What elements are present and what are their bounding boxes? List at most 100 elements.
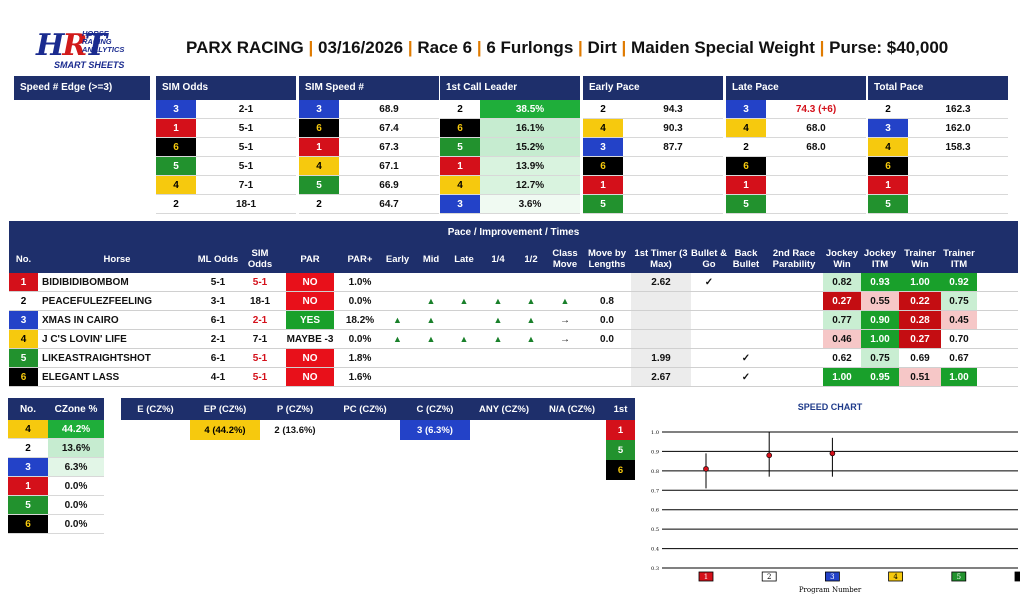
c-cell: 3 (6.3%): [400, 420, 470, 440]
cell-jw: 0.46: [823, 330, 861, 348]
column-header: Late: [454, 253, 474, 265]
list-item: 1: [868, 176, 1008, 195]
cell-tw: 0.27: [899, 330, 941, 348]
cell-tw: 0.69: [910, 352, 930, 364]
list-item: 6: [868, 157, 1008, 176]
cell-ml: 3-1: [210, 295, 226, 307]
list-item: 6 16.1%: [440, 119, 580, 138]
value: 162.3: [945, 103, 971, 115]
cell-timer: 2.62: [631, 273, 691, 291]
list-item: 5: [726, 195, 866, 214]
cell-par: YES: [286, 311, 334, 329]
cell-bg: [691, 330, 727, 348]
value: [623, 176, 723, 194]
tick-label: 0.5: [651, 527, 659, 533]
list-item: 5 0.0%: [8, 496, 104, 515]
cell-late: [447, 273, 481, 291]
cell-par: NO: [286, 273, 334, 291]
post-number: 2: [8, 439, 48, 457]
list-item: 4 7-1: [156, 176, 296, 195]
column-header: Bullet & Go: [691, 248, 727, 270]
first-cell-1: 1: [606, 420, 635, 440]
value: 15.2%: [480, 138, 580, 156]
cell-bb: [727, 273, 765, 291]
cell-sim: 7-1: [252, 333, 268, 345]
x-tick-label: 5: [957, 573, 961, 581]
cell-mbl: 0.0: [600, 333, 614, 345]
sim-odds-header: SIM Odds: [156, 76, 296, 100]
list-item: 3 2-1: [156, 100, 296, 119]
czone-value: 0.0%: [48, 515, 104, 533]
cell-parplus: 0.0%: [348, 295, 372, 307]
logo-mark: HRT: [36, 28, 107, 63]
column-header: Early: [385, 253, 410, 265]
tick-label: 0.6: [651, 508, 659, 514]
cell-par: NO: [286, 292, 334, 310]
cell-cls: [547, 368, 583, 386]
cell-no: 4: [9, 330, 38, 348]
post-number: 4: [583, 119, 623, 137]
table-row: 4 J C'S LOVIN' LIFE 2-1 7-1 MAYBE -3 0.0% ▲ ▲ ▲ ▲…: [9, 330, 1018, 349]
post-number: 4: [726, 119, 766, 137]
cell-q: [481, 273, 515, 291]
running-style-row: 6: [121, 460, 635, 480]
cell-bb: [727, 330, 765, 348]
value: 18-1: [235, 198, 256, 210]
cell-early: [380, 273, 415, 291]
list-item: 2 68.0: [726, 138, 866, 157]
post-number: 6: [440, 119, 480, 137]
post-number: 4: [156, 176, 196, 194]
table-row: 1 BIDIBIDIBOMBOM 5-1 5-1 NO 1.0% 2.62 ✓ 0.82 0.93…: [9, 273, 1018, 292]
post-number: 3: [299, 100, 339, 118]
value: 66.9: [379, 179, 399, 191]
cell-h: ▲: [526, 334, 536, 344]
early-pace-panel: Early Pace 2 94.3 4 90.3 3 87.7 6 1 5: [583, 76, 723, 214]
logo-words: HORSE RACING ANALYTICS: [82, 29, 125, 54]
value: [766, 157, 866, 175]
cell-early: ▲: [393, 334, 402, 344]
value: 67.4: [379, 122, 399, 134]
list-item: 6: [583, 157, 723, 176]
cell-mid: [415, 349, 447, 367]
cell-tw: 0.22: [899, 292, 941, 310]
post-number: 1: [8, 477, 48, 495]
cell-ti: 0.67: [949, 352, 969, 364]
x-axis-label: Program Number: [799, 586, 862, 594]
cell-horse: BIDIBIDIBOMBOM: [42, 276, 129, 288]
cell-sim: 5-1: [252, 352, 268, 364]
value: 12.7%: [480, 176, 580, 194]
column-header: 1/4: [491, 253, 505, 265]
cell-ji: 0.55: [861, 292, 899, 310]
value: 2-1: [238, 103, 254, 115]
post-number: 3: [726, 100, 766, 118]
speed-chart: SPEED CHART 1.0 0.9 0.8 0.7 0.6 0.5 0.4 0.3 1 2 3 4 5…: [640, 398, 1024, 598]
post-number: 2: [156, 195, 196, 213]
list-item: 3 74.3 (+6): [726, 100, 866, 119]
cell-p2: [765, 311, 823, 329]
tick-label: 1.0: [651, 430, 659, 436]
list-item: 1 5-1: [156, 119, 296, 138]
cell-ji: 0.93: [861, 273, 899, 291]
post-number: 1: [726, 176, 766, 194]
cell-bb: ✓: [741, 371, 751, 383]
cell-early: [380, 349, 415, 367]
value: [908, 195, 1008, 213]
cell-early: [380, 368, 415, 386]
cell-h: [515, 368, 547, 386]
column-header: Mid: [422, 253, 440, 265]
cell-jw: 0.77: [823, 311, 861, 329]
list-item: 3 162.0: [868, 119, 1008, 138]
cell-no: 2: [9, 292, 38, 310]
post-number: 5: [440, 138, 480, 156]
cell-sim: 18-1: [249, 295, 270, 307]
cell-bg: ✓: [704, 276, 714, 288]
tick-label: 0.4: [651, 547, 659, 553]
value: 87.7: [663, 141, 683, 153]
cell-ji: 0.95: [861, 368, 899, 386]
cell-bb: [727, 311, 765, 329]
column-header: E (CZ%): [137, 403, 174, 415]
cell-cls: →: [560, 314, 570, 326]
value: 5-1: [238, 141, 254, 153]
value: 68.0: [806, 141, 826, 153]
post-number: 4: [868, 138, 908, 156]
